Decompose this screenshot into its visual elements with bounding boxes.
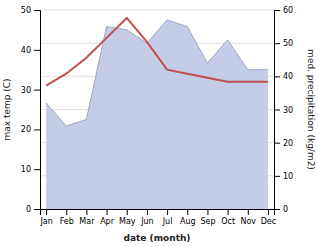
tick: 30 [274, 106, 293, 115]
tick: Oct [221, 209, 235, 226]
tick: 30 [21, 86, 40, 95]
x-axis-title: date (month) [124, 233, 191, 243]
tick: 20 [274, 139, 293, 148]
tick-mark [167, 209, 168, 215]
tick: Mar [79, 209, 95, 226]
tick: Dec [261, 209, 276, 226]
tick: 40 [21, 46, 40, 55]
tick-label: 30 [283, 106, 293, 115]
y2-axis-title: med. precipitation (kg/m2) [306, 49, 316, 170]
tick-mark [268, 209, 269, 215]
tick-label: Dec [261, 217, 276, 226]
tick-mark [107, 209, 108, 215]
tick-mark [274, 76, 280, 77]
tick-mark [34, 50, 40, 51]
axis-line [275, 11, 281, 210]
tick-mark [274, 143, 280, 144]
tick-label: Jul [162, 217, 173, 226]
tick-label: 60 [283, 6, 293, 15]
tick-label: Sep [200, 217, 215, 226]
tick: 0 [26, 205, 40, 214]
tick-label: Mar [79, 217, 95, 226]
axis-line [41, 210, 275, 216]
tick-mark [46, 209, 47, 215]
tick: 0 [274, 205, 288, 214]
tick-mark [147, 209, 148, 215]
tick-label: 40 [21, 46, 31, 55]
tick: 10 [274, 172, 293, 181]
tick-label: 10 [21, 165, 31, 174]
tick: Nov [240, 209, 256, 226]
tick-mark [34, 10, 40, 11]
tick-mark [34, 169, 40, 170]
chart: Jan Feb Mar Apr May Jun Jul Aug Sep Oct Nov Dec 0 10 2… [0, 0, 318, 247]
tick-mark [34, 129, 40, 130]
axis-line [34, 11, 41, 210]
tick-mark [187, 209, 188, 215]
x-axis: Jan Feb Mar Apr May Jun Jul Aug Sep Oct Nov Dec [39, 209, 276, 226]
tick-mark [66, 209, 67, 215]
tick: 60 [274, 6, 293, 15]
tick-label: Oct [221, 217, 235, 226]
tick: 50 [274, 39, 293, 48]
tick-label: Jun [140, 217, 154, 226]
tick-label: Jan [39, 217, 52, 226]
tick-label: Nov [240, 217, 256, 226]
tick: Jun [140, 209, 154, 226]
tick: Feb [60, 209, 74, 226]
tick-label: 50 [21, 6, 31, 15]
tick: 20 [21, 125, 40, 134]
tick-mark [274, 176, 280, 177]
tick-label: May [119, 217, 136, 226]
tick-mark [274, 10, 280, 11]
tick: Aug [180, 209, 196, 226]
tick: 10 [21, 165, 40, 174]
y-axis: 0 10 20 30 40 50 [21, 6, 41, 214]
tick-label: 0 [26, 205, 31, 214]
tick: 40 [274, 72, 293, 81]
tick: May [119, 209, 136, 226]
tick-label: 50 [283, 39, 293, 48]
tick: Jan [39, 209, 52, 226]
tick-mark [34, 90, 40, 91]
tick-label: Feb [60, 217, 74, 226]
area-edge [46, 20, 268, 126]
tick-label: 10 [283, 172, 293, 181]
tick-mark [127, 209, 128, 215]
tick-mark [228, 209, 229, 215]
tick-mark [207, 209, 208, 215]
tick: 50 [21, 6, 40, 15]
line [46, 18, 268, 86]
tick-label: 20 [283, 139, 293, 148]
area [46, 20, 268, 209]
tick-label: Aug [180, 217, 196, 226]
tick-mark [34, 209, 40, 210]
tick-mark [274, 110, 280, 111]
y2-axis: 0 10 20 30 40 50 60 [274, 6, 293, 214]
tick: Apr [100, 209, 115, 226]
marks [46, 18, 268, 209]
tick-label: 30 [21, 86, 31, 95]
y-axis-title: max temp (C) [2, 78, 12, 140]
tick-mark [274, 209, 280, 210]
tick-label: 40 [283, 72, 293, 81]
tick: Sep [200, 209, 215, 226]
tick-mark [248, 209, 249, 215]
tick-label: Apr [100, 217, 115, 226]
tick-label: 20 [21, 125, 31, 134]
tick-mark [274, 43, 280, 44]
tick: Jul [162, 209, 173, 226]
plot: Jan Feb Mar Apr May Jun Jul Aug Sep Oct Nov Dec 0 10 2… [21, 6, 293, 226]
grid-line [40, 10, 274, 11]
tick-mark [86, 209, 87, 215]
grid [40, 10, 274, 209]
tick-label: 0 [283, 205, 288, 214]
